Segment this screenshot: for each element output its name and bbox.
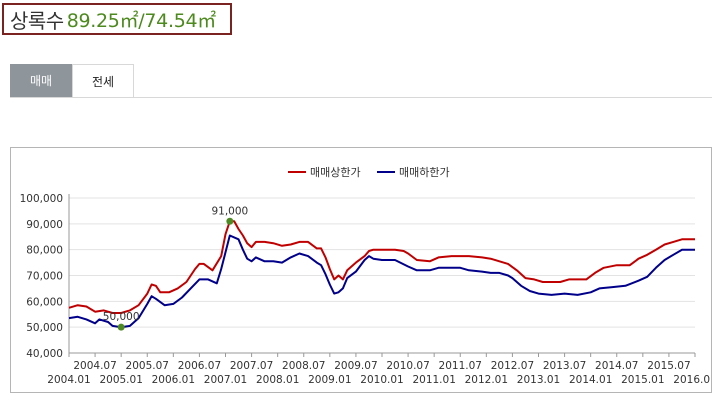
x-tick-label-upper: 2009.07 xyxy=(334,360,377,372)
x-tick-label-lower: 2014.01 xyxy=(569,374,612,386)
min-label: 50,000 xyxy=(103,311,140,323)
x-tick-label-upper: 2007.07 xyxy=(230,360,273,372)
y-tick-label: 40,000 xyxy=(26,348,63,360)
y-axis: 40,000 50,000 60,000 70,000 80,000 90,000 100,… xyxy=(20,193,63,360)
x-tick-label-upper: 2005.07 xyxy=(126,360,169,372)
x-tick-label-upper: 2014.07 xyxy=(595,360,638,372)
tab-sale[interactable]: 매매 xyxy=(10,64,72,97)
y-tick-label: 90,000 xyxy=(26,219,63,231)
price-chart: 매매상한가 매매하한가 40,000 50,000 60,000 70,000 80,0… xyxy=(10,147,717,393)
lower-price-line xyxy=(68,234,695,329)
x-tick-label-upper: 2013.07 xyxy=(543,360,586,372)
price-chart-svg: 매매상한가 매매하한가 40,000 50,000 60,000 70,000 80,0… xyxy=(20,165,717,386)
y-tick-label: 50,000 xyxy=(26,322,63,334)
upper-price-line xyxy=(68,220,695,314)
chart-legend: 매매상한가 매매하한가 xyxy=(288,165,450,179)
y-tick-label: 60,000 xyxy=(26,296,63,308)
x-tick-label-lower: 2008.01 xyxy=(256,374,299,386)
x-tick-label-lower: 2010.01 xyxy=(360,374,403,386)
complex-title: 상록수 89.25㎡/74.54㎡ xyxy=(2,3,232,35)
x-tick-label-upper: 2008.07 xyxy=(282,360,325,372)
x-axis: 2004.07 2005.07 2006.07 2007.07 2008.07 2009.… xyxy=(47,353,717,386)
chart-lines xyxy=(68,220,695,329)
complex-name: 상록수 xyxy=(10,8,64,33)
x-tick-label-lower: 2007.01 xyxy=(204,374,247,386)
chart-annotations: 91,000 50,000 xyxy=(103,205,248,331)
price-type-tabs: 매매 전세 xyxy=(10,64,134,97)
y-tick-label: 80,000 xyxy=(26,245,63,257)
tab-divider xyxy=(10,97,712,98)
x-tick-label-upper: 2010.07 xyxy=(386,360,429,372)
min-marker xyxy=(117,323,125,331)
x-tick-label-upper: 2006.07 xyxy=(178,360,221,372)
x-tick-label-upper: 2004.07 xyxy=(73,360,116,372)
tab-jeonse[interactable]: 전세 xyxy=(72,64,134,97)
x-tick-label-lower: 2013.01 xyxy=(517,374,560,386)
x-tick-label-lower: 2011.01 xyxy=(412,374,455,386)
x-tick-label-lower: 2004.01 xyxy=(47,374,90,386)
legend-upper-label: 매매상한가 xyxy=(310,166,361,179)
max-marker xyxy=(226,217,234,225)
x-tick-label-upper: 2015.07 xyxy=(647,360,690,372)
x-tick-label-lower: 2015.01 xyxy=(621,374,664,386)
x-tick-label-lower: 2009.01 xyxy=(308,374,351,386)
x-tick-label-lower: 2016.01 xyxy=(673,374,711,386)
x-tick-label-lower: 2006.01 xyxy=(152,374,195,386)
x-tick-label-upper: 2011.07 xyxy=(439,360,482,372)
x-tick-label-upper: 2012.07 xyxy=(491,360,534,372)
area-size: 89.25㎡/74.54㎡ xyxy=(66,9,217,32)
y-tick-label: 70,000 xyxy=(26,271,63,283)
x-tick-label-lower: 2012.01 xyxy=(465,374,508,386)
chart-grid xyxy=(68,194,695,354)
x-tick-label-lower: 2005.01 xyxy=(99,374,142,386)
max-label: 91,000 xyxy=(211,205,248,217)
y-tick-label: 100,000 xyxy=(20,193,63,205)
legend-lower-label: 매매하한가 xyxy=(399,165,450,179)
